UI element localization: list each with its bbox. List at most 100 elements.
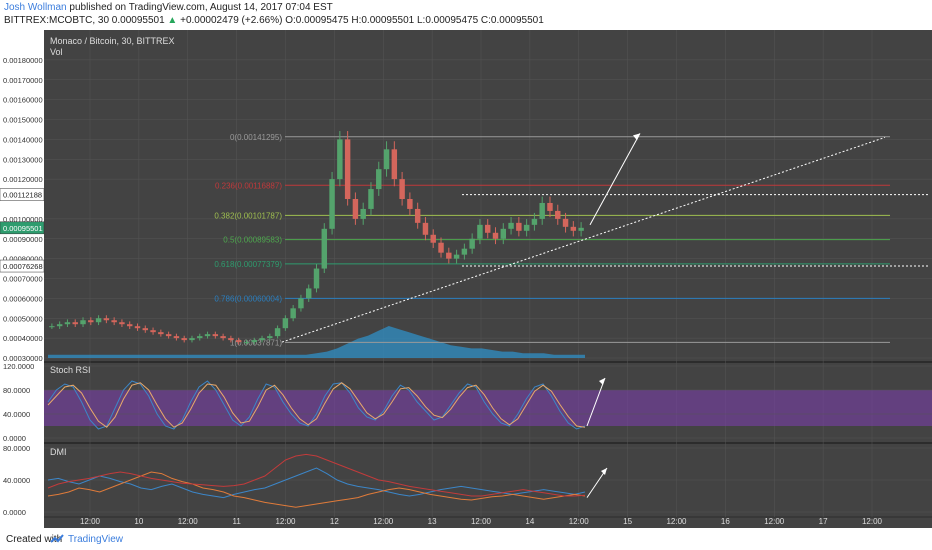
candle-body bbox=[49, 326, 55, 328]
dmi-series-line bbox=[47, 467, 586, 499]
target-arrow-head bbox=[633, 133, 640, 141]
price-tick-label: 0.00040000 bbox=[3, 334, 43, 343]
fib-level-label: 0.618(0.00077379) bbox=[214, 260, 282, 269]
candle-body bbox=[414, 208, 421, 223]
symbol-info: BITTREX:MCOBTC, 30 0.00095501 ▲ +0.00002… bbox=[4, 15, 544, 26]
candle-body bbox=[376, 169, 382, 190]
candle-body bbox=[181, 338, 187, 341]
time-tick-label: 15 bbox=[623, 517, 632, 526]
candle-body bbox=[337, 139, 343, 180]
stoch-series-line bbox=[47, 380, 586, 430]
price-label: 0.00076268 bbox=[3, 262, 43, 271]
stoch-tick-label: 0.0000 bbox=[3, 434, 26, 443]
publish-info: Josh Wollman published on TradingView.co… bbox=[4, 2, 333, 13]
time-tick-label: 12:00 bbox=[666, 517, 687, 526]
price-label-box bbox=[0, 221, 45, 235]
candle-body bbox=[103, 318, 110, 321]
dmi-pane: 80.0000 40.0000 0.0000 bbox=[3, 444, 932, 517]
dmi-arrow-head bbox=[601, 468, 607, 475]
price-tick-label: 0.00090000 bbox=[3, 235, 43, 244]
stoch-rsi-pane: 120.0000 80.0000 40.0000 0.0000 bbox=[3, 362, 932, 443]
candle-body bbox=[282, 318, 289, 329]
price-pane: 0.00180000 0.00170000 0.00160000 0.00150000… bbox=[0, 56, 890, 363]
price-tick-label: 0.00100000 bbox=[3, 215, 43, 224]
fib-level-label: 0.786(0.00060004) bbox=[214, 294, 282, 303]
fib-level-label: 0.236(0.00116887) bbox=[215, 181, 282, 190]
tradingview-brand[interactable]: TradingView bbox=[68, 534, 124, 545]
candle-body bbox=[119, 322, 125, 325]
candle-body bbox=[251, 340, 257, 343]
price-label-box bbox=[0, 188, 45, 201]
price-tick-label: 0.00150000 bbox=[3, 116, 43, 125]
price-tick-label: 0.00080000 bbox=[3, 255, 43, 264]
candle-body bbox=[461, 248, 468, 255]
annotations bbox=[281, 133, 928, 343]
author-link[interactable]: Josh Wollman bbox=[4, 2, 67, 13]
candle-body bbox=[197, 336, 203, 339]
dmi-series-line bbox=[47, 453, 586, 497]
published-text: published on TradingView.com, August 14,… bbox=[69, 2, 333, 13]
candle-body bbox=[516, 222, 522, 231]
fib-level-label: 0(0.00141295) bbox=[230, 133, 282, 142]
candle-body bbox=[547, 202, 553, 211]
candle-body bbox=[305, 288, 312, 299]
price-tick-label: 0.00060000 bbox=[3, 294, 43, 303]
price-axis-background bbox=[0, 30, 44, 528]
candle-body bbox=[508, 222, 514, 229]
candle-body bbox=[134, 326, 141, 329]
dmi-tick-label: 40.0000 bbox=[3, 476, 30, 485]
fib-level-label: 0.382(0.00101787) bbox=[214, 211, 282, 220]
candle-body bbox=[158, 332, 164, 335]
candle-body bbox=[438, 242, 444, 253]
candle-body bbox=[469, 238, 475, 249]
candle-body bbox=[570, 226, 577, 231]
candle-body bbox=[446, 252, 452, 259]
fib-level-label: 1(0.00037871) bbox=[230, 338, 282, 347]
candle-body bbox=[220, 336, 226, 339]
price-tick-label: 0.00170000 bbox=[3, 76, 43, 85]
candle-body bbox=[290, 308, 296, 319]
candle-body bbox=[523, 224, 530, 231]
time-tick-label: 12:00 bbox=[862, 517, 883, 526]
time-tick-label: 12:00 bbox=[373, 517, 394, 526]
time-tick-label: 13 bbox=[428, 517, 437, 526]
candle-body bbox=[88, 320, 94, 323]
candle-body bbox=[562, 218, 569, 227]
volume-label: Vol bbox=[50, 47, 63, 57]
stoch-tick-label: 80.0000 bbox=[3, 386, 30, 395]
chart-canvas[interactable]: 0.00180000 0.00170000 0.00160000 0.00150000… bbox=[0, 30, 932, 528]
price-tick-label: 0.00140000 bbox=[3, 135, 43, 144]
candle-body bbox=[484, 224, 491, 233]
time-tick-label: 16 bbox=[721, 517, 730, 526]
candle-body bbox=[111, 320, 117, 323]
chart-header: Josh Wollman published on TradingView.co… bbox=[0, 0, 932, 30]
candle-body bbox=[477, 224, 483, 239]
stoch-tick-label: 120.0000 bbox=[3, 362, 34, 371]
candle-body bbox=[298, 298, 304, 309]
candle-body bbox=[492, 232, 499, 239]
candle-body bbox=[150, 330, 156, 333]
time-tick-label: 12:00 bbox=[569, 517, 590, 526]
ohlc-values: O:0.00095475 H:0.00095501 L:0.00095475 C… bbox=[285, 15, 544, 26]
price-label-box bbox=[0, 259, 45, 273]
price-tick-label: 0.00130000 bbox=[3, 155, 43, 164]
candle-body bbox=[352, 199, 359, 219]
candle-body bbox=[126, 324, 133, 327]
created-with-text: Created with bbox=[6, 534, 63, 545]
time-tick-label: 10 bbox=[134, 517, 143, 526]
candle-body bbox=[189, 338, 195, 341]
candle-body bbox=[243, 342, 250, 344]
time-tick-label: 12:00 bbox=[471, 517, 492, 526]
stoch-rsi-title: Stoch RSI bbox=[50, 365, 91, 375]
candle-body bbox=[539, 202, 545, 219]
candle-body bbox=[142, 328, 149, 331]
candle-body bbox=[95, 318, 102, 323]
dmi-series-line bbox=[47, 471, 586, 508]
stoch-arrow-head bbox=[599, 378, 605, 385]
candle-body bbox=[228, 338, 234, 341]
last-price: 0.00095501 bbox=[111, 15, 165, 26]
time-axis: 12:00 10 12:00 11 12:00 12 12:00 13 12:00 14 12:00… bbox=[80, 517, 883, 526]
time-tick-label: 12:00 bbox=[80, 517, 101, 526]
time-tick-label: 12:00 bbox=[764, 517, 785, 526]
candle-body bbox=[212, 334, 219, 337]
